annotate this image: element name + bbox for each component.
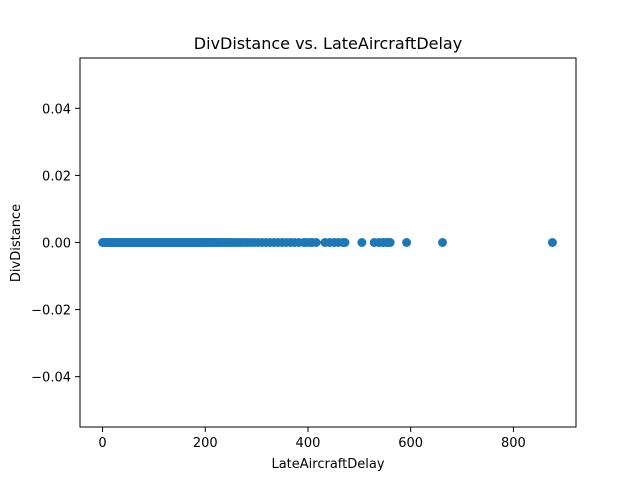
x-tick-label: 800 <box>501 436 526 451</box>
y-axis-ticks: −0.04 −0.02 0.00 0.02 0.04 <box>31 102 80 386</box>
y-tick-label: 0.00 <box>42 237 71 252</box>
data-point <box>357 238 367 247</box>
data-point <box>340 238 350 247</box>
data-point <box>311 238 321 247</box>
y-axis-label: DivDistance <box>9 204 24 282</box>
x-tick-label: 200 <box>193 436 218 451</box>
x-tick-label: 400 <box>296 436 321 451</box>
y-tick-label: −0.04 <box>31 371 71 386</box>
data-point <box>385 238 395 247</box>
x-tick-label: 0 <box>98 436 106 451</box>
y-tick-label: 0.02 <box>42 169 71 184</box>
x-axis-label: LateAircraftDelay <box>271 457 384 472</box>
x-tick-label: 600 <box>398 436 423 451</box>
data-point <box>438 238 448 247</box>
y-tick-label: 0.04 <box>42 102 71 117</box>
x-axis-ticks: 0 200 400 600 800 <box>98 427 526 451</box>
y-tick-label: −0.02 <box>31 304 71 319</box>
chart-title: DivDistance vs. LateAircraftDelay <box>194 34 462 53</box>
plot-area-frame <box>79 57 577 428</box>
data-point <box>547 238 557 247</box>
data-points <box>98 238 557 247</box>
data-point <box>402 238 412 247</box>
